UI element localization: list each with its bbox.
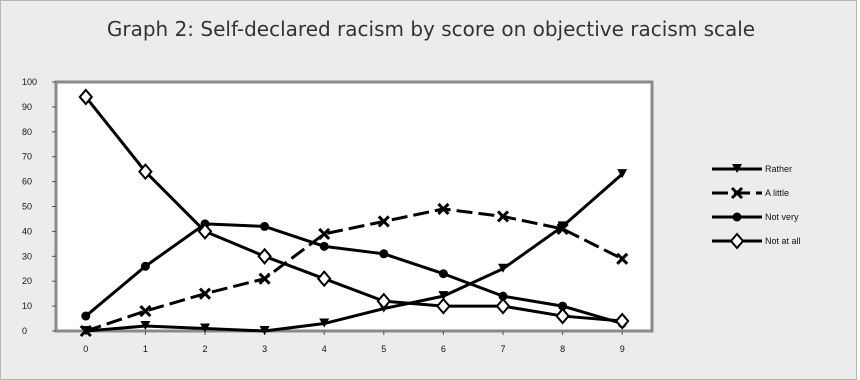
data-point-rather [200, 323, 210, 333]
x-tick-label: 5 [381, 344, 386, 354]
x-tick-label: 2 [202, 344, 207, 354]
y-tick-label: 60 [22, 177, 32, 187]
data-point-a-little [79, 324, 92, 338]
x-tick-label: 4 [322, 344, 327, 354]
legend-marker-not-very [732, 212, 742, 222]
legend-label-a-little: A little [765, 188, 789, 198]
data-point-rather [438, 291, 449, 301]
series-line-rather [85, 173, 624, 333]
plot-area [54, 80, 654, 333]
data-point-a-little [139, 305, 152, 318]
series-line-a-little [85, 207, 623, 333]
x-tick-label: 7 [500, 344, 505, 354]
data-point-rather [319, 318, 330, 328]
data-point-a-little [318, 227, 331, 240]
legend-marker-not-at-all [729, 232, 745, 250]
chart-canvas: 0 10 20 30 40 50 60 70 80 90 100 0 1 2 3 4 5 6 7 8 9 Rather A… [22, 77, 801, 354]
x-tick-label: 9 [620, 344, 625, 354]
data-point-not-very [140, 261, 150, 271]
legend-marker-a-little [730, 186, 744, 200]
data-point-not-at-all [555, 307, 570, 325]
data-point-rather [557, 221, 568, 231]
x-tick-label: 6 [441, 344, 446, 354]
data-point-rather [140, 321, 151, 331]
y-tick-label: 0 [22, 326, 27, 336]
data-point-a-little [496, 210, 510, 223]
series-line-not-very [84, 222, 623, 325]
data-point-not-very [319, 241, 329, 251]
data-point-not-very [438, 269, 448, 279]
y-tick-label: 100 [22, 77, 37, 87]
x-tick-label: 8 [560, 344, 565, 354]
data-point-not-very [260, 221, 270, 231]
x-tick-label: 0 [83, 344, 88, 354]
data-point-not-at-all [197, 222, 213, 240]
y-tick-label: 10 [22, 301, 32, 311]
legend-marker-rather [732, 164, 742, 173]
data-point-a-little [437, 202, 450, 216]
legend-label-not-very: Not very [765, 212, 799, 222]
data-point-not-at-all [436, 297, 451, 315]
data-point-rather [617, 169, 628, 179]
y-tick-label: 90 [22, 102, 32, 112]
data-point-a-little [258, 272, 271, 285]
chart-title: Graph 2: Self-declared racism by score o… [106, 17, 756, 41]
x-tick-label: 1 [143, 344, 148, 354]
legend-label-not-at-all: Not at all [765, 236, 801, 246]
data-point-not-at-all [257, 247, 272, 265]
y-tick-label: 50 [22, 202, 32, 212]
data-point-not-at-all [614, 312, 630, 330]
y-tick-label: 80 [22, 127, 32, 137]
data-point-rather [259, 326, 270, 335]
y-tick-label: 20 [22, 276, 32, 286]
data-point-not-at-all [138, 163, 153, 181]
data-point-not-at-all [376, 292, 392, 310]
y-tick-label: 30 [22, 251, 32, 261]
y-tick-label: 40 [22, 226, 32, 236]
x-tick-label: 3 [262, 344, 267, 354]
data-point-not-very [81, 311, 91, 321]
data-point-a-little [377, 215, 390, 228]
legend-label-rather: Rather [765, 164, 792, 174]
data-point-not-at-all [78, 88, 94, 106]
data-point-not-at-all [316, 270, 332, 288]
data-point-not-very [379, 249, 389, 259]
data-point-a-little [198, 287, 212, 300]
data-point-rather [498, 263, 508, 273]
data-point-not-very [498, 291, 508, 301]
series-line-not-at-all [84, 96, 623, 323]
data-point-a-little [556, 222, 569, 235]
data-point-not-very [558, 301, 568, 311]
y-tick-label: 70 [22, 152, 32, 162]
data-point-a-little [616, 252, 629, 265]
data-point-not-at-all [495, 297, 511, 315]
